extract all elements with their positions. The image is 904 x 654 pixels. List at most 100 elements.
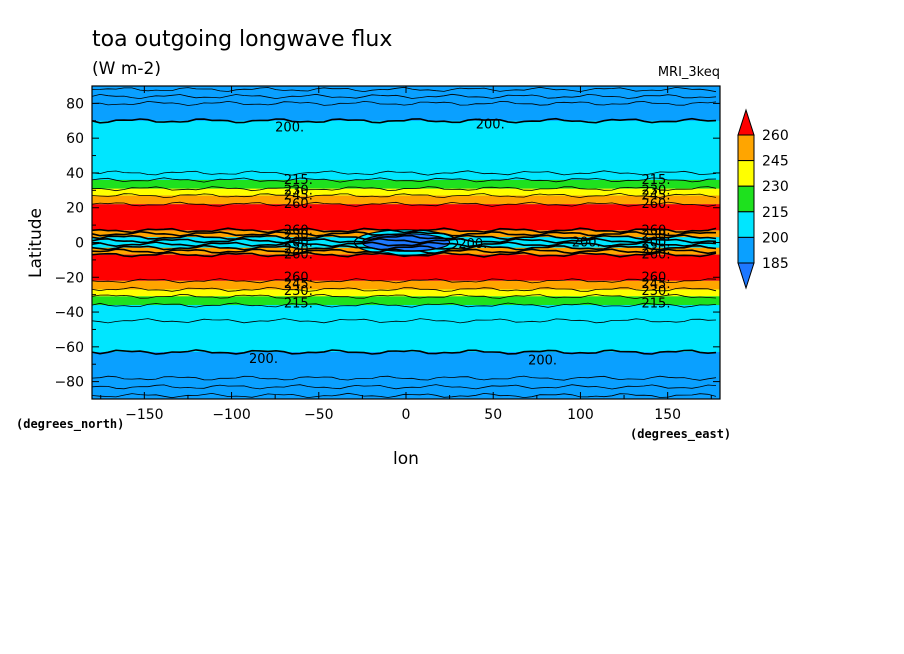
contour-label-19: 260. [642,248,671,263]
flux-band-2 [92,179,720,189]
flux-band-12 [92,296,720,306]
contour-line-22 [91,349,717,355]
contour-label-8: 245. [642,189,671,204]
contour-line-4 [91,170,717,176]
contour-line-7 [91,192,717,198]
flux-band-9 [92,254,720,281]
contour-label-6: 215. [642,173,671,188]
flux-band-13 [92,305,720,353]
contour-label-28: 230. [642,284,671,299]
contour-label-20: 200. [458,237,487,252]
colorbar-label-1: 200 [762,230,789,246]
contour-label-23: 245. [284,277,313,292]
contour-label-9: 260. [642,197,671,212]
contour-label-27: 245. [642,277,671,292]
colorbar-bottom-triangle [737,262,755,290]
contour-line-16 [91,251,717,258]
y-tick-label-7: −60 [54,340,84,356]
x-tick-label-4: 50 [484,407,502,423]
colorbar-label-5: 260 [762,128,789,144]
contour-line-8 [91,201,717,207]
contour-label-21: 200. [572,236,601,251]
flux-band-4 [92,195,720,205]
contour-line-0 [91,86,717,93]
colorbar-segment-3 [737,185,755,213]
contour-label-16: 230. [642,229,671,244]
flux-band-5 [92,204,720,231]
y-tick-label-2: 40 [66,166,84,182]
y-tick-label-6: −40 [54,305,84,321]
colorbar-legend: 185 200 215 230 245 260 [737,108,789,290]
flux-band-3 [92,188,720,196]
colorbar-segment-4 [737,160,755,187]
contour-line-3 [91,117,717,124]
axes: −150 −100 −50 0 50 100 150 80 60 40 20 0 −20 −40 −60 −8… [54,85,721,423]
chart-subtitle: (W m-2) [92,59,161,79]
contour-line-19 [91,293,717,300]
contour-line-12 [91,237,717,244]
contour-line-20 [91,302,717,308]
y-tick-label-3: 20 [66,201,84,217]
contour-label-29: 215. [642,296,671,311]
flux-band-10 [92,280,720,290]
contour-label-4: 245. [284,189,313,204]
contour-line-24 [91,384,717,390]
contour-label-5: 260. [284,197,313,212]
contour-label-25: 215. [284,296,313,311]
contour-label-30: 200. [249,352,278,367]
y-units-label: (degrees_north) [16,417,124,432]
contour-label-17: 200. [642,236,671,251]
contour-line-10 [91,230,717,237]
contour-line-14 [91,244,717,251]
colorbar-label-2: 215 [762,205,789,221]
colorbar-segment-1 [737,236,755,264]
contour-label-15: 260. [642,223,671,238]
colorbar-label-0: 185 [762,256,789,272]
contour-line-17 [91,278,717,284]
x-tick-label-1: −100 [212,407,250,423]
contour-line-5 [91,177,717,183]
contour-label-31: 200. [528,354,557,369]
contour-line-21 [91,318,717,324]
flux-band-11 [92,289,720,297]
contour-label-1: 200. [476,117,505,132]
contour-line-9 [91,227,717,234]
contour-label-12: 200. [284,236,313,251]
colorbar-top-triangle [737,108,755,136]
contour-label-3: 230. [284,183,313,198]
flux-band-1 [92,120,720,180]
contour-label-14: 260. [284,248,313,263]
contour-line-6 [91,186,717,192]
flux-band-14 [92,352,720,396]
contour-line-13 [91,241,717,248]
contour-label-24: 230. [284,284,313,299]
y-axis-label: Latitude [26,208,46,278]
contour-label-0: 200. [275,121,304,136]
contour-line-11 [91,234,717,241]
colorbar-segment-2 [737,211,755,238]
x-tick-label-6: 150 [654,407,681,423]
x-axis-label: lon [393,449,419,469]
x-tick-label-0: −150 [125,407,163,423]
x-tick-label-2: −50 [304,407,334,423]
contour-line-1 [91,93,717,100]
contour-label-10: 260. [284,223,313,238]
chart-title: toa outgoing longwave flux [92,27,392,52]
y-tick-label-1: 60 [66,131,84,147]
contour-line-2 [91,100,717,106]
contour-label-11: 230. [284,229,313,244]
contour-line-15 [91,248,717,255]
x-tick-label-3: 0 [402,407,411,423]
contour-line-25 [91,392,717,399]
x-units-label: (degrees_east) [630,427,731,442]
contour-label-7: 230. [642,183,671,198]
contour-label-13: 230. [284,242,313,257]
x-tick-label-5: 100 [567,407,594,423]
contour-label-18: 230. [642,242,671,257]
colorbar-segment-5 [737,134,755,162]
contour-line-23 [91,375,717,381]
contour-label-22: 260. [284,270,313,285]
y-tick-label-4: 0 [75,236,84,252]
contour-label-26: 260. [642,270,671,285]
